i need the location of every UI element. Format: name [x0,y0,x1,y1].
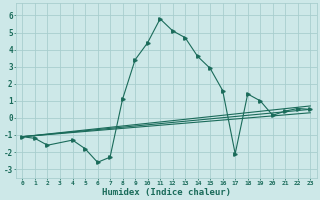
X-axis label: Humidex (Indice chaleur): Humidex (Indice chaleur) [102,188,231,197]
